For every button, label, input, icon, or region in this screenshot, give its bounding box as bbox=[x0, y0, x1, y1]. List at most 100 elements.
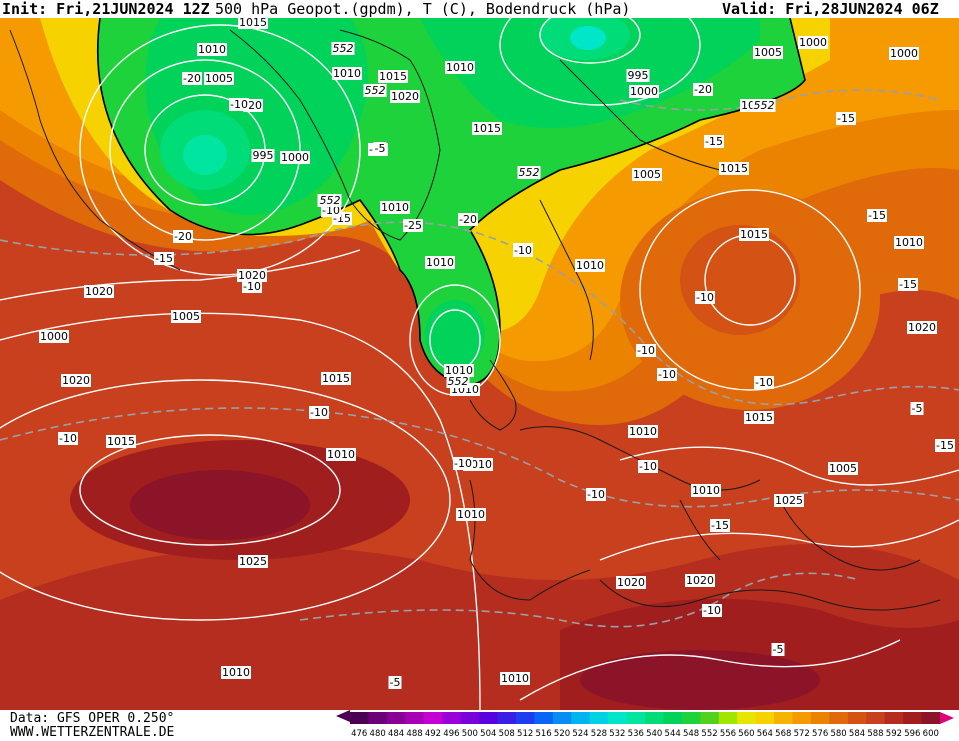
pressure-label-bg bbox=[204, 72, 234, 85]
pressure-label: 1010 bbox=[629, 425, 657, 438]
temperature-label: -15 bbox=[711, 519, 729, 532]
temperature-label-bg bbox=[867, 209, 887, 222]
legend-tick-label: 496 bbox=[443, 729, 459, 739]
height-label-bg bbox=[318, 194, 342, 207]
legend-swatch bbox=[497, 712, 517, 724]
pressure-label-bg bbox=[753, 46, 783, 59]
pressure-label: 1015 bbox=[740, 228, 768, 241]
pressure-label-bg bbox=[238, 555, 268, 568]
legend-tick-label: 560 bbox=[738, 729, 754, 739]
legend-swatch bbox=[792, 712, 812, 724]
pressure-label-bg bbox=[575, 259, 605, 272]
legend-tick-label: 476 bbox=[351, 729, 367, 739]
pressure-label-bg bbox=[629, 85, 659, 98]
contour-552 bbox=[96, 18, 806, 386]
temperature-label: -20 bbox=[459, 213, 477, 226]
legend-tick-label: 492 bbox=[425, 729, 441, 739]
pressure-label: 1010 bbox=[457, 508, 485, 521]
pressure-label: 1010 bbox=[501, 672, 529, 685]
pressure-label: 995 bbox=[628, 69, 649, 82]
temperature-label-bg bbox=[710, 519, 730, 532]
pressure-label: 1010 bbox=[198, 43, 226, 56]
temperature-label-bg bbox=[695, 291, 715, 304]
temperature-label: -15 bbox=[936, 439, 954, 452]
legend-tick-label: 520 bbox=[554, 729, 570, 739]
field-sahara-core bbox=[580, 650, 820, 710]
legend-tick-label: 532 bbox=[609, 729, 625, 739]
color-legend: 476 480 484 488 492 496 500 504 508 512 516 520 524 5… bbox=[336, 710, 954, 739]
height-label: 552 bbox=[333, 42, 354, 55]
temperature-label-bg bbox=[693, 83, 713, 96]
temperature-label: -10 bbox=[696, 291, 714, 304]
pressure-label-bg bbox=[616, 576, 646, 589]
legend-swatch bbox=[515, 712, 535, 724]
field-green-north bbox=[420, 18, 760, 128]
legend-swatch bbox=[589, 712, 609, 724]
temperature-label: -10 bbox=[658, 368, 676, 381]
pressure-label: 1005 bbox=[829, 462, 857, 475]
legend-tick-label: 484 bbox=[388, 729, 404, 739]
pressure-label: 1010 bbox=[446, 61, 474, 74]
temperature-label: -10 bbox=[637, 344, 655, 357]
product-title: 500 hPa Geopot.(gpdm), T (C), Bodendruck… bbox=[215, 0, 631, 18]
temperature-label-bg bbox=[754, 376, 774, 389]
pressure-label: 1020 bbox=[85, 285, 113, 298]
pressure-label-bg bbox=[739, 228, 769, 241]
pressure-label-bg bbox=[84, 285, 114, 298]
legend-tick-label: 552 bbox=[701, 729, 717, 739]
temperature-label-bg bbox=[229, 98, 249, 111]
temperature-label-bg bbox=[453, 457, 473, 470]
pressure-label: 1020 bbox=[238, 269, 266, 282]
temperature-label-bg bbox=[242, 280, 262, 293]
temperature-label: -20 bbox=[174, 230, 192, 243]
legend-swatch bbox=[663, 712, 683, 724]
height-label: 552 bbox=[320, 194, 341, 207]
temperature-label: -10 bbox=[514, 244, 532, 257]
pressure-label: 1010 bbox=[327, 448, 355, 461]
temperature-label: -10 bbox=[703, 604, 721, 617]
legend-tick-label: 596 bbox=[904, 729, 920, 739]
legend-swatch bbox=[737, 712, 757, 724]
pressure-label-bg bbox=[380, 201, 410, 214]
pressure-label: 1020 bbox=[391, 90, 419, 103]
legend-tick-label: 600 bbox=[923, 729, 939, 739]
temperature-label: -10 bbox=[454, 457, 472, 470]
legend-swatch bbox=[866, 712, 886, 724]
temperature-label-bg bbox=[458, 213, 478, 226]
legend-tick-label: 544 bbox=[665, 729, 681, 739]
height-label-bg bbox=[331, 42, 355, 55]
legend-swatch bbox=[571, 712, 591, 724]
legend-swatch bbox=[921, 712, 941, 724]
legend-swatch bbox=[460, 712, 480, 724]
temperature-label: -5 bbox=[375, 142, 386, 155]
pressure-label-bg bbox=[472, 122, 502, 135]
pressure-label: 1000 bbox=[890, 47, 918, 60]
pressure-label: 1025 bbox=[239, 555, 267, 568]
pressure-label-bg bbox=[237, 269, 267, 282]
legend-tick-label: 576 bbox=[812, 729, 828, 739]
legend-swatch bbox=[534, 712, 554, 724]
pressure-label-bg bbox=[197, 43, 227, 56]
temperature-label: -10 bbox=[755, 376, 773, 389]
legend-swatch bbox=[810, 712, 830, 724]
temperature-label: -5 bbox=[912, 402, 923, 415]
legend-swatch bbox=[552, 712, 572, 724]
pressure-label: 1000 bbox=[630, 85, 658, 98]
temperature-label-bg bbox=[898, 278, 918, 291]
pressure-label: 1005 bbox=[205, 72, 233, 85]
legend-swatch bbox=[645, 712, 664, 724]
pressure-label: 1015 bbox=[379, 70, 407, 83]
temperature-label-bg bbox=[935, 439, 955, 452]
field-east-europe-core bbox=[680, 225, 800, 335]
pressure-label: 1015 bbox=[107, 435, 135, 448]
pressure-label-bg bbox=[171, 310, 201, 323]
pressure-label-bg bbox=[332, 67, 362, 80]
temperature-label-bg bbox=[702, 604, 722, 617]
temperature-label-bg bbox=[373, 142, 387, 155]
legend-swatch bbox=[423, 712, 443, 724]
temperature-label-bg bbox=[771, 643, 785, 656]
height-label: 552 bbox=[519, 166, 540, 179]
pressure-label-bg bbox=[221, 666, 251, 679]
temperature-label-bg bbox=[58, 432, 78, 445]
temperature-label: -10 bbox=[230, 98, 248, 111]
